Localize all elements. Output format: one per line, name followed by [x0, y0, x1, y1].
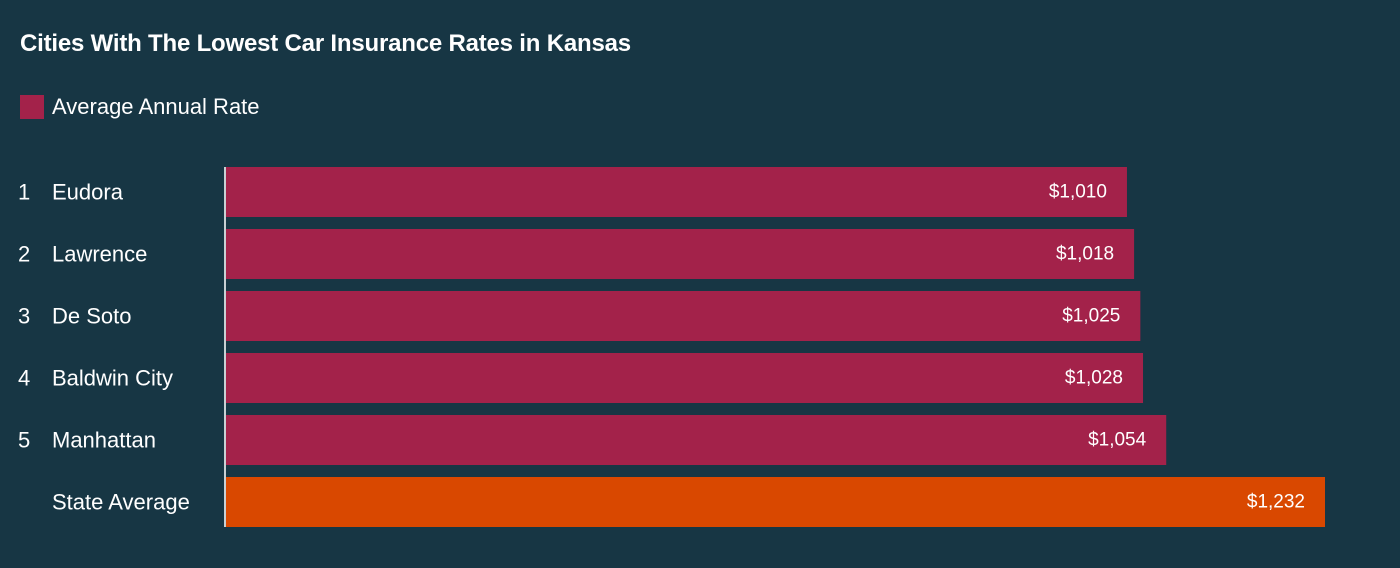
rank-label: 1 [18, 180, 30, 205]
category-label: State Average [52, 490, 190, 515]
value-label: $1,018 [1056, 244, 1114, 265]
legend-label: Average Annual Rate [52, 94, 260, 119]
rank-label: 3 [18, 304, 30, 329]
legend: Average Annual Rate [20, 94, 260, 120]
legend-swatch [20, 95, 44, 119]
category-label: Eudora [52, 180, 124, 205]
bar [226, 167, 1127, 217]
chart-title: Cities With The Lowest Car Insurance Rat… [20, 30, 631, 57]
rank-label: 5 [18, 428, 30, 453]
bar [226, 353, 1144, 403]
bar [226, 415, 1167, 465]
value-label: $1,025 [1062, 306, 1120, 327]
rank-label: 4 [18, 366, 30, 391]
category-label: Lawrence [52, 242, 147, 267]
category-label: Manhattan [52, 428, 156, 453]
category-label: Baldwin City [52, 366, 173, 391]
value-label: $1,028 [1065, 368, 1123, 389]
bar [226, 477, 1325, 527]
value-label: $1,054 [1088, 430, 1147, 451]
bar [226, 229, 1135, 279]
rank-label: 2 [18, 242, 30, 267]
value-label: $1,010 [1049, 182, 1107, 203]
bar [226, 291, 1141, 341]
value-label: $1,232 [1247, 492, 1305, 513]
category-label: De Soto [52, 304, 132, 329]
